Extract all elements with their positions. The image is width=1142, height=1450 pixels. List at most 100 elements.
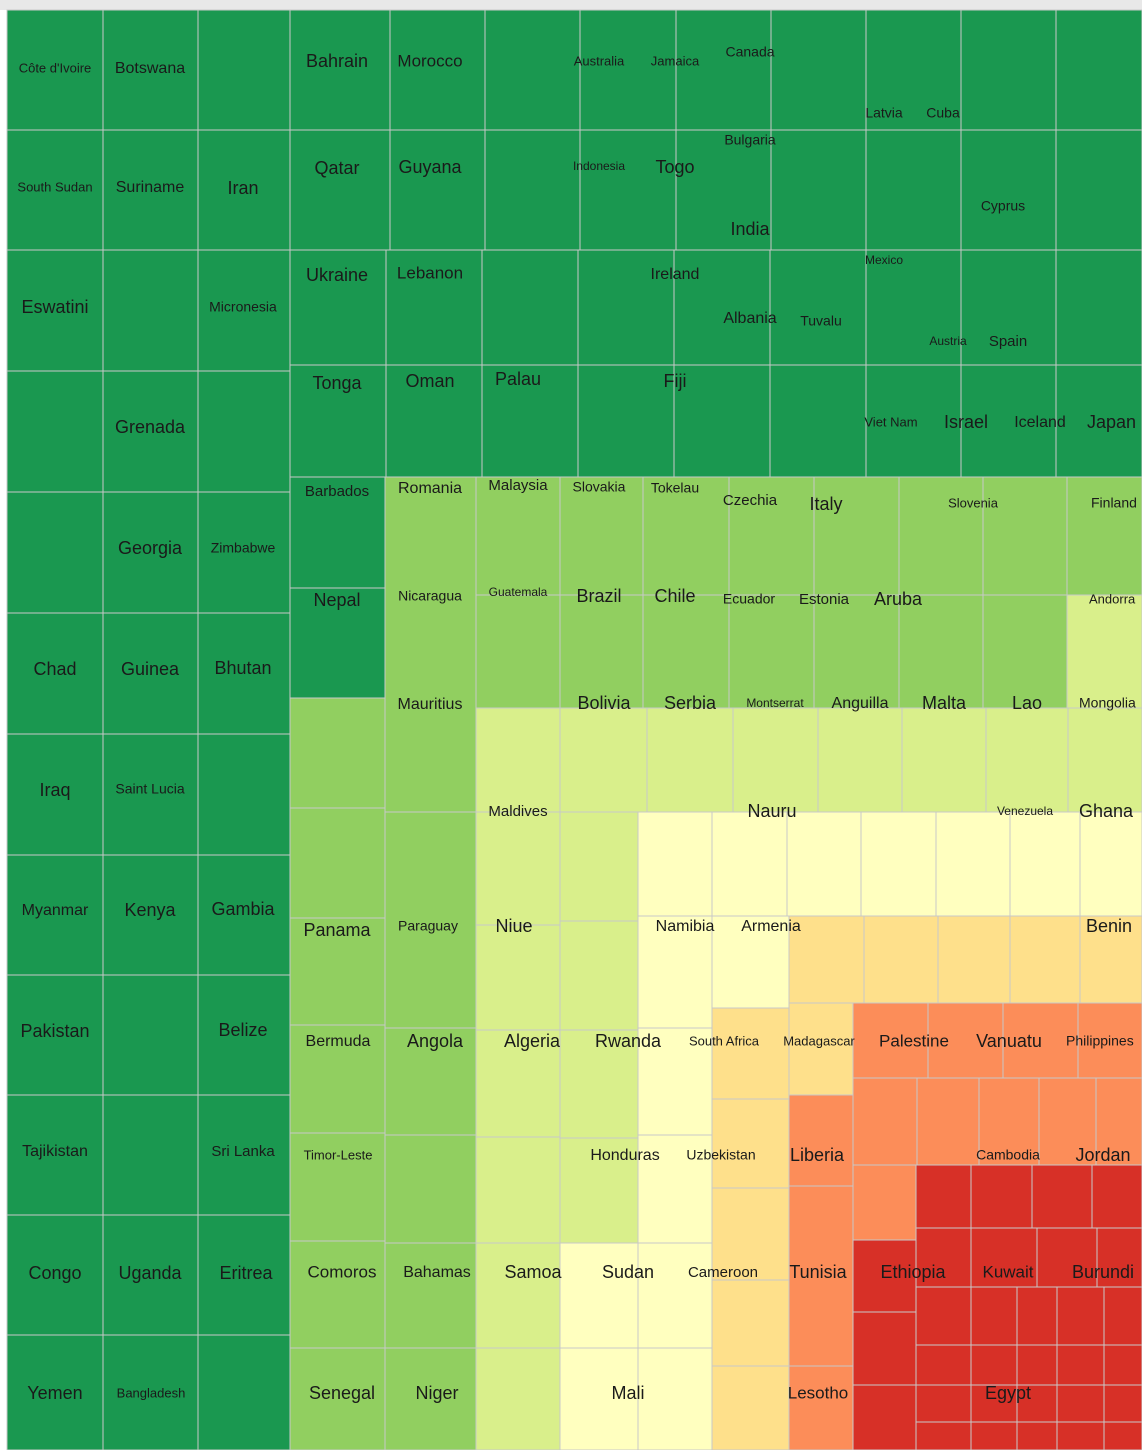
cell [484, 129, 581, 251]
cell-label: Viet Nam [864, 414, 917, 429]
cell [577, 249, 675, 366]
cell [1016, 1421, 1058, 1450]
cell [732, 707, 819, 813]
cell [865, 9, 962, 131]
cell [559, 594, 644, 709]
cell-label: Congo [28, 1263, 81, 1283]
cell-label: Nepal [313, 590, 360, 610]
cell-label: Palau [495, 369, 541, 389]
cell-label: Oman [405, 371, 454, 391]
cell-label: Tokelau [651, 480, 699, 496]
cell-label: Lao [1012, 693, 1042, 713]
cell-label: Bahamas [403, 1264, 471, 1281]
cell [6, 854, 104, 976]
cell [559, 1347, 639, 1450]
cell-label: Mali [611, 1383, 644, 1403]
cell [289, 1024, 386, 1134]
cell [711, 915, 790, 1009]
cell [1066, 594, 1142, 709]
cell-label: Montserrat [746, 696, 804, 710]
cell-label: Benin [1086, 916, 1132, 936]
cell [1103, 1384, 1142, 1423]
cell-label: Suriname [116, 179, 185, 196]
cell [102, 1094, 199, 1216]
cell [915, 1164, 972, 1229]
cell-label: Jamaica [651, 53, 700, 68]
cell [1103, 1286, 1142, 1346]
cell-label: Fiji [664, 371, 687, 391]
cell [197, 9, 291, 131]
cell [637, 1134, 713, 1244]
cell-label: India [730, 219, 770, 239]
cell-label: Pakistan [20, 1021, 89, 1041]
cell-label: Canada [725, 44, 774, 60]
cell [475, 1029, 561, 1138]
cell-label: Honduras [590, 1147, 659, 1164]
cell-label: Italy [809, 494, 842, 514]
cell [6, 491, 104, 614]
cell [1016, 1344, 1058, 1386]
cell [197, 1214, 291, 1336]
cell [898, 476, 984, 596]
cell-label: Rwanda [595, 1031, 662, 1051]
cell [637, 1027, 713, 1136]
cell [865, 129, 962, 251]
cell-label: Timor-Leste [304, 1147, 373, 1162]
cell [813, 594, 900, 709]
cell-label: Egypt [985, 1383, 1031, 1403]
cell [384, 1027, 477, 1136]
cell [860, 811, 937, 917]
cell [711, 1007, 790, 1100]
cell [475, 707, 561, 813]
cell [1096, 1227, 1142, 1288]
cell-label: Bulgaria [724, 132, 776, 148]
cell [852, 1077, 918, 1166]
cell [1077, 1002, 1142, 1079]
cell [711, 1098, 790, 1189]
cell [1103, 1421, 1142, 1450]
cell [475, 1347, 561, 1450]
cell-label: Serbia [664, 693, 717, 713]
cell [898, 594, 984, 709]
cell-label: Mauritius [398, 696, 463, 713]
cell-label: Brazil [576, 586, 621, 606]
cell-label: Comoros [308, 1262, 377, 1281]
cell [960, 9, 1057, 131]
cell [6, 9, 104, 131]
cell [817, 707, 903, 813]
cell [475, 1136, 561, 1244]
cell [982, 476, 1068, 596]
cell [728, 594, 815, 709]
cell [559, 1137, 639, 1244]
cell [559, 920, 639, 1031]
cell [646, 707, 734, 813]
cell-label: Ukraine [306, 265, 368, 285]
cell [102, 612, 199, 735]
cell-label: Finland [1091, 495, 1137, 511]
cell-label: Burundi [1072, 1262, 1134, 1282]
cell [935, 811, 1011, 917]
cell [197, 370, 291, 493]
cell-label: Togo [655, 157, 694, 177]
cell-label: Bahrain [306, 51, 368, 71]
cell [481, 364, 579, 478]
cell [970, 1421, 1018, 1450]
cell [475, 476, 561, 596]
cell [937, 915, 1011, 1004]
cell [915, 1286, 972, 1346]
cell-label: Guyana [398, 157, 462, 177]
cell-label: Slovenia [948, 495, 999, 510]
cell-label: Iraq [39, 780, 70, 800]
cell-label: Latvia [865, 105, 903, 121]
cell-label: Niue [495, 916, 532, 936]
cell [770, 9, 867, 131]
cell-label: Morocco [397, 51, 462, 70]
cell-label: Ireland [651, 266, 700, 283]
cell-label: Sudan [602, 1262, 654, 1282]
cell-label: Grenada [115, 417, 186, 437]
cell [1016, 1384, 1058, 1423]
cell [673, 364, 771, 478]
cell-label: Lebanon [397, 263, 463, 282]
